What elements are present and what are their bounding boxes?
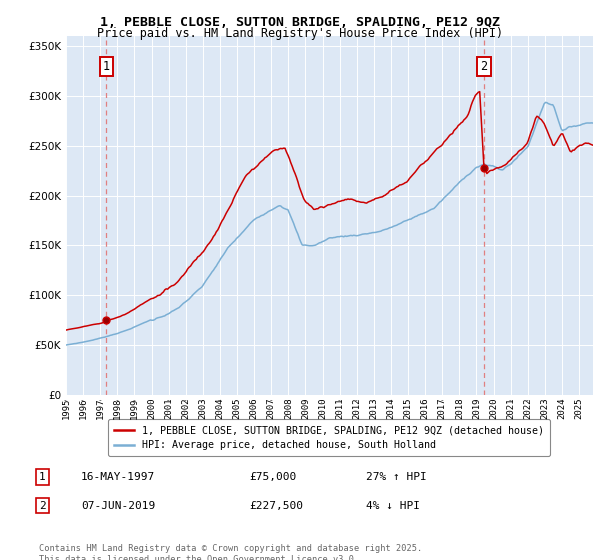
Text: 2017: 2017: [438, 397, 447, 418]
Text: 2013: 2013: [370, 397, 379, 418]
Text: 27% ↑ HPI: 27% ↑ HPI: [366, 472, 427, 482]
Text: 2008: 2008: [284, 397, 293, 418]
Text: 2019: 2019: [472, 397, 481, 418]
Text: 4% ↓ HPI: 4% ↓ HPI: [366, 501, 420, 511]
Text: 2001: 2001: [164, 397, 173, 418]
Text: 2004: 2004: [215, 397, 224, 418]
Text: 2005: 2005: [233, 397, 242, 418]
Text: 1: 1: [39, 472, 46, 482]
Text: 1997: 1997: [96, 397, 105, 418]
Text: 2021: 2021: [506, 397, 515, 418]
Text: 1999: 1999: [130, 397, 139, 418]
Text: 2015: 2015: [404, 397, 413, 418]
Text: 1998: 1998: [113, 397, 122, 418]
Text: 2006: 2006: [250, 397, 259, 418]
Text: Contains HM Land Registry data © Crown copyright and database right 2025.
This d: Contains HM Land Registry data © Crown c…: [39, 544, 422, 560]
Text: 2002: 2002: [181, 397, 190, 418]
Text: 1995: 1995: [62, 397, 71, 418]
Text: 2025: 2025: [575, 397, 584, 418]
Text: 2012: 2012: [352, 397, 361, 418]
Text: 1996: 1996: [79, 397, 88, 418]
Text: 2022: 2022: [523, 397, 532, 418]
Text: 1: 1: [103, 60, 110, 73]
Text: 2003: 2003: [199, 397, 208, 418]
Text: 2010: 2010: [318, 397, 327, 418]
Text: 2018: 2018: [455, 397, 464, 418]
Text: 2023: 2023: [541, 397, 550, 418]
Text: 2014: 2014: [386, 397, 395, 418]
Text: 2: 2: [39, 501, 46, 511]
Text: 2009: 2009: [301, 397, 310, 418]
Text: 2: 2: [481, 60, 488, 73]
Text: 1, PEBBLE CLOSE, SUTTON BRIDGE, SPALDING, PE12 9QZ: 1, PEBBLE CLOSE, SUTTON BRIDGE, SPALDING…: [100, 16, 500, 29]
Text: 2000: 2000: [147, 397, 156, 418]
Text: 2016: 2016: [421, 397, 430, 418]
Text: Price paid vs. HM Land Registry's House Price Index (HPI): Price paid vs. HM Land Registry's House …: [97, 27, 503, 40]
Text: 16-MAY-1997: 16-MAY-1997: [81, 472, 155, 482]
Text: 2020: 2020: [489, 397, 498, 418]
Text: 2011: 2011: [335, 397, 344, 418]
Text: £227,500: £227,500: [249, 501, 303, 511]
Text: 2007: 2007: [267, 397, 276, 418]
Text: 2024: 2024: [557, 397, 566, 418]
Text: 07-JUN-2019: 07-JUN-2019: [81, 501, 155, 511]
Text: £75,000: £75,000: [249, 472, 296, 482]
Legend: 1, PEBBLE CLOSE, SUTTON BRIDGE, SPALDING, PE12 9QZ (detached house), HPI: Averag: 1, PEBBLE CLOSE, SUTTON BRIDGE, SPALDING…: [109, 419, 550, 456]
